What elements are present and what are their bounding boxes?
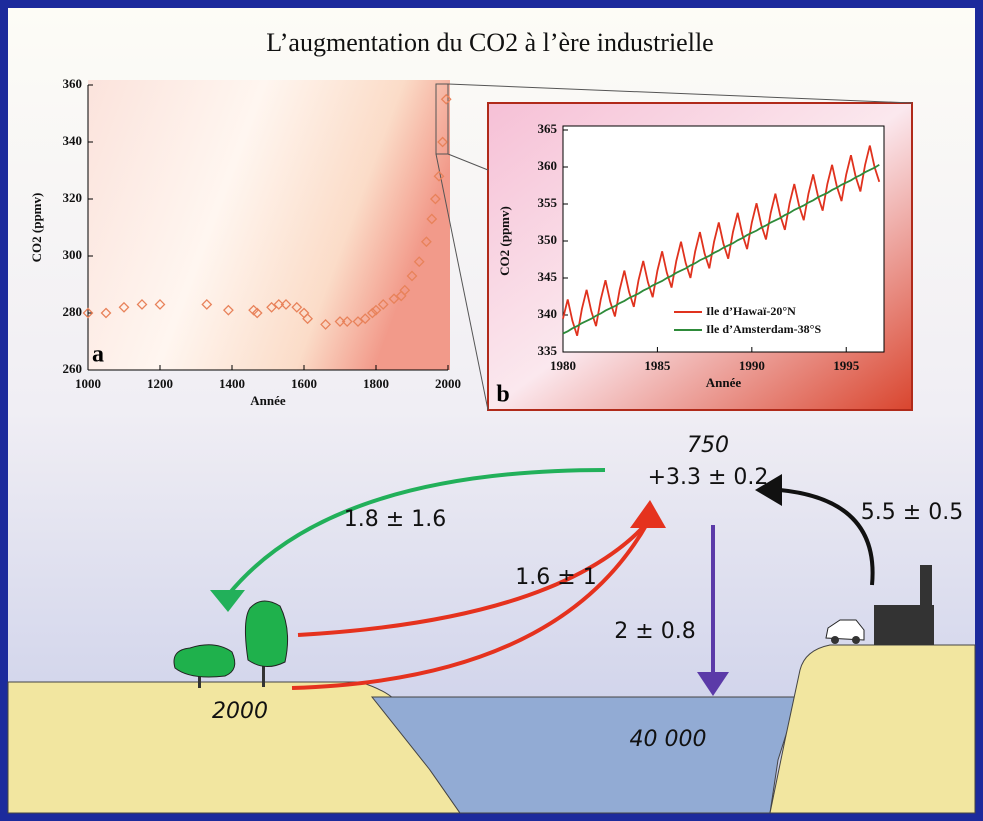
y-tick-label: 300: [63, 247, 83, 262]
ocean-stock: 40 000: [630, 727, 707, 752]
y-tick-label: 350: [538, 232, 558, 247]
vegetation-uptake: 1.8 ± 1.6: [344, 507, 446, 532]
x-tick-label: 2000: [435, 376, 461, 391]
y-axis-label: CO2 (ppmv): [497, 206, 512, 276]
legend-label: Ile d’Amsterdam-38°S: [706, 322, 821, 336]
atmosphere-change: +3.3 ± 0.2: [648, 465, 769, 490]
legend-label: Ile d’Hawaï-20°N: [706, 304, 796, 318]
y-axis-label: CO2 (ppmv): [29, 193, 44, 263]
y-tick-label: 260: [63, 361, 83, 376]
y-tick-label: 360: [63, 76, 83, 91]
x-tick-label: 1980: [550, 358, 576, 373]
y-tick-label: 335: [538, 343, 558, 358]
x-tick-label: 1600: [291, 376, 317, 391]
fossil-emissions: 5.5 ± 0.5: [861, 500, 963, 525]
x-tick-label: 1400: [219, 376, 245, 391]
x-tick-label: 1000: [75, 376, 101, 391]
page: L’augmentation du CO2 à l’ère industriel…: [0, 0, 983, 821]
panel-label: a: [92, 342, 104, 368]
atmosphere-stock: 750: [687, 433, 729, 458]
y-tick-label: 360: [538, 158, 558, 173]
y-tick-label: 340: [538, 306, 558, 321]
y-tick-label: 355: [538, 195, 558, 210]
x-tick-label: 1200: [147, 376, 173, 391]
x-tick-label: 1800: [363, 376, 389, 391]
y-tick-label: 340: [63, 133, 83, 148]
x-axis-label: Année: [706, 375, 742, 390]
y-tick-label: 345: [538, 269, 558, 284]
plot-b-area: [563, 126, 884, 352]
y-tick-label: 365: [538, 121, 558, 136]
x-tick-label: 1990: [739, 358, 765, 373]
x-tick-label: 1995: [833, 358, 860, 373]
ocean-uptake: 2 ± 0.8: [614, 619, 695, 644]
x-axis-label: Année: [250, 393, 286, 408]
y-tick-label: 320: [63, 190, 83, 205]
vegetation-stock: 2000: [212, 699, 268, 724]
page-title: L’augmentation du CO2 à l’ère industriel…: [266, 28, 713, 57]
deforestation: 1.6 ± 1: [515, 565, 596, 590]
y-tick-label: 280: [63, 304, 83, 319]
x-tick-label: 1985: [644, 358, 671, 373]
panel-label: b: [496, 382, 509, 408]
plot-a-background: [88, 80, 450, 370]
